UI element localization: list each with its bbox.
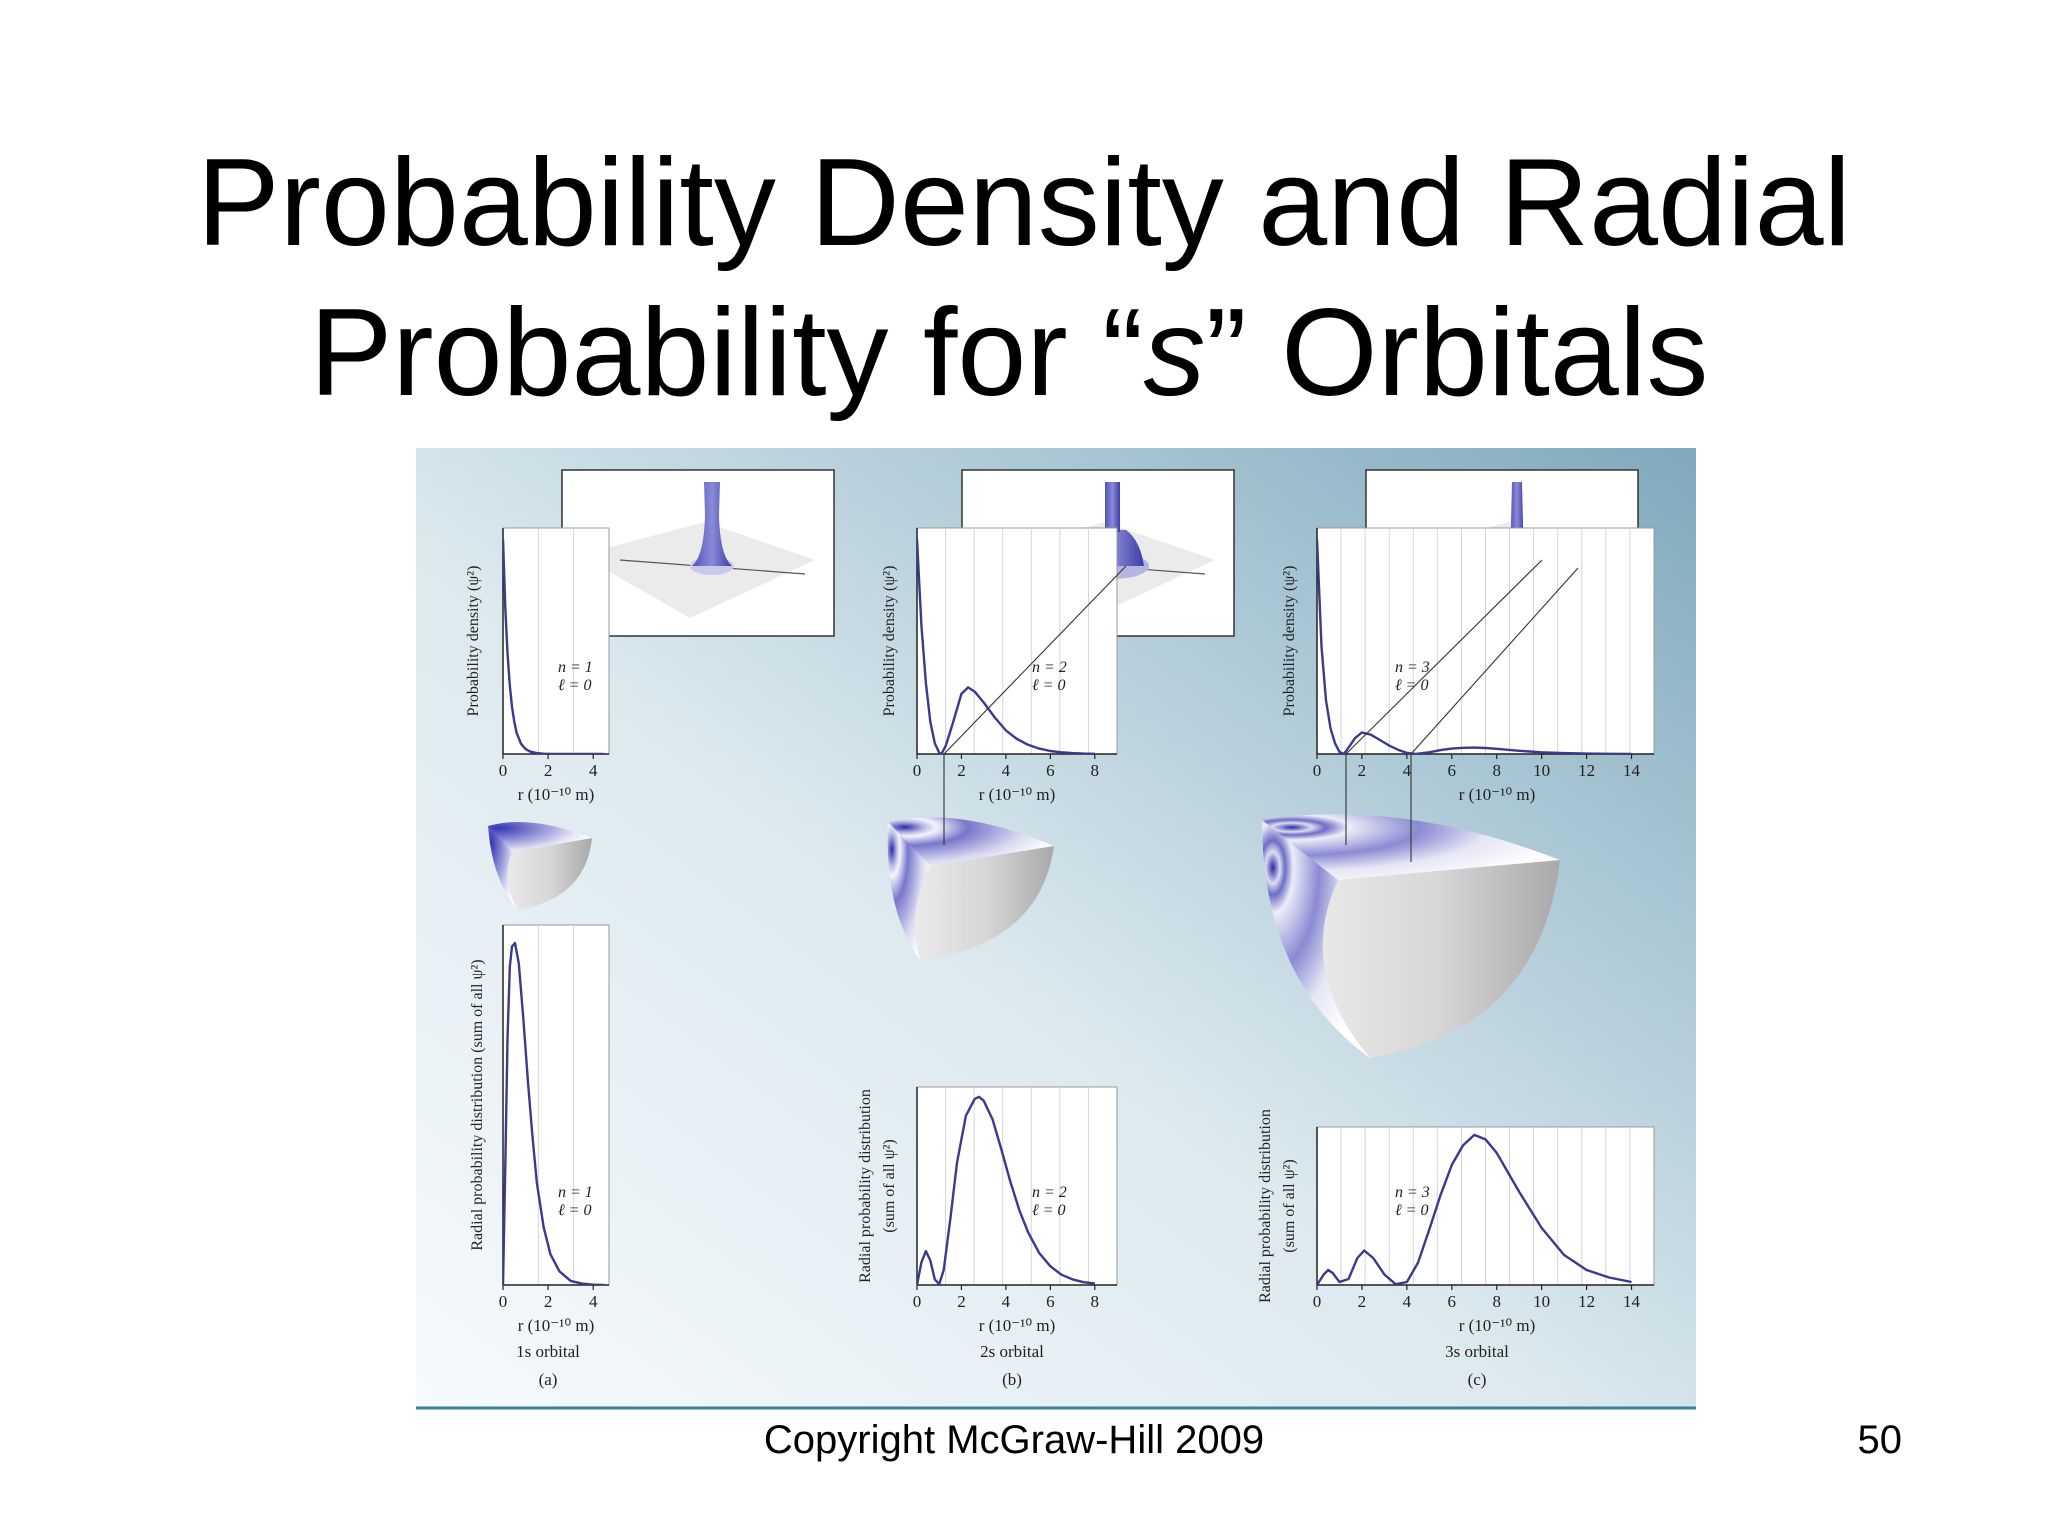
x-axis-label: r (10⁻¹⁰ m) (1459, 785, 1536, 804)
copyright-notice: Copyright McGraw-Hill 2009 (763, 1418, 1265, 1462)
x-tick-label: 4 (589, 761, 598, 780)
series-annotation: n = 2 (1032, 1184, 1067, 1201)
x-tick-label: 14 (1623, 1292, 1641, 1311)
y-axis-label: Probability density (ψ²) (1281, 566, 1298, 717)
panel-label: (a) (539, 1370, 558, 1389)
series-annotation: n = 2 (1032, 659, 1067, 676)
series-annotation: ℓ = 0 (558, 1202, 591, 1219)
x-tick-label: 0 (499, 761, 508, 780)
title-line-1: Probability Density and Radial (196, 134, 1852, 272)
x-tick-label: 6 (1448, 761, 1457, 780)
y-axis-label: Radial probability distribution (1257, 1109, 1274, 1303)
x-tick-label: 12 (1578, 761, 1595, 780)
x-tick-label: 0 (913, 761, 922, 780)
series-line (917, 1095, 1095, 1285)
x-tick-label: 0 (1313, 761, 1322, 780)
x-tick-label: 2 (957, 761, 966, 780)
chart-1s-radial: 0 2 4 r (10⁻¹⁰ m) Radial probability distrib… (469, 924, 610, 1389)
x-tick-label: 6 (1046, 761, 1055, 780)
x-axis-label: r (10⁻¹⁰ m) (1459, 1316, 1536, 1335)
x-tick-label: 0 (1313, 1292, 1322, 1311)
series-line (503, 941, 605, 1285)
series-annotation: n = 1 (558, 1184, 593, 1201)
series-annotation: ℓ = 0 (1032, 1202, 1065, 1219)
plot-area (502, 527, 610, 755)
series-annotation: n = 3 (1395, 659, 1430, 676)
series-annotation: ℓ = 0 (1032, 677, 1065, 694)
x-tick-label: 0 (913, 1292, 922, 1311)
x-tick-label: 4 (1002, 1292, 1011, 1311)
charts-layer: 0 2 4 r (10⁻¹⁰ m) Probability density (ψ²) n … (465, 527, 1655, 1389)
plot-area (916, 1086, 1118, 1286)
series-line (1317, 539, 1632, 754)
panel-label: (b) (1002, 1370, 1022, 1389)
slide-title: Probability Density and Radial Probabili… (0, 128, 2048, 428)
series-annotation: ℓ = 0 (558, 677, 591, 694)
connector-line (943, 565, 1127, 755)
sphere-2s (887, 817, 1054, 960)
x-tick-label: 2 (544, 1292, 553, 1311)
y-axis-label-line-2: (sum of all ψ²) (1281, 1159, 1298, 1252)
x-tick-label: 4 (1403, 1292, 1412, 1311)
x-tick-label: 10 (1533, 1292, 1550, 1311)
x-axis-label: r (10⁻¹⁰ m) (979, 1316, 1056, 1335)
series-annotation: n = 1 (558, 659, 593, 676)
sphere-1s (488, 822, 592, 910)
x-tick-label: 0 (499, 1292, 508, 1311)
x-axis-label: r (10⁻¹⁰ m) (518, 785, 595, 804)
x-tick-label: 8 (1091, 761, 1100, 780)
series-line (917, 539, 1095, 754)
x-tick-label: 8 (1091, 1292, 1100, 1311)
x-tick-label: 4 (1403, 761, 1412, 780)
chart-2s-density: 0 2 4 6 8 r (10⁻¹⁰ m) Probability density (ψ²)… (881, 527, 1118, 804)
series-line (503, 539, 605, 754)
series-annotation: ℓ = 0 (1395, 677, 1428, 694)
title-line-2-part-b: ” Orbitals (1205, 284, 1709, 422)
x-tick-label: 6 (1046, 1292, 1055, 1311)
orbital-caption: 2s orbital (980, 1342, 1044, 1361)
x-tick-label: 14 (1623, 761, 1641, 780)
x-tick-label: 10 (1533, 761, 1550, 780)
title-line-2-part-a: Probability for “ (309, 284, 1144, 422)
connector-line (1345, 559, 1543, 755)
chart-1s-density: 0 2 4 r (10⁻¹⁰ m) Probability density (ψ²) n … (465, 527, 610, 804)
panel-label: (c) (1468, 1370, 1487, 1389)
x-tick-label: 8 (1492, 761, 1501, 780)
y-axis-label: Radial probability distribution (857, 1089, 874, 1283)
y-axis-label: Probability density (ψ²) (881, 566, 898, 717)
y-axis-label-line-2: (sum of all ψ²) (881, 1139, 898, 1232)
x-tick-label: 6 (1448, 1292, 1457, 1311)
title-line-2: Probability for “s” Orbitals (0, 278, 2048, 428)
x-axis-label: r (10⁻¹⁰ m) (518, 1316, 595, 1335)
x-tick-label: 2 (957, 1292, 966, 1311)
x-tick-label: 2 (544, 761, 553, 780)
chart-3s-density: 0 2 4 6 8 10 12 14 r (10⁻¹⁰ m) Probability densit… (1281, 527, 1655, 804)
chart-3s-radial: 0 2 4 6 8 10 12 14 r (10⁻¹⁰ m) Radial probability… (1257, 1109, 1655, 1389)
series-annotation: n = 3 (1395, 1184, 1430, 1201)
x-tick-label: 12 (1578, 1292, 1595, 1311)
x-tick-label: 2 (1358, 761, 1367, 780)
connector-line (1410, 567, 1579, 755)
orbital-caption: 3s orbital (1445, 1342, 1509, 1361)
series-line (1317, 1133, 1632, 1285)
plot-area (916, 527, 1118, 755)
connector-lines (943, 559, 1579, 862)
chart-2s-radial: 0 2 4 6 8 r (10⁻¹⁰ m) Radial probability distr… (857, 1086, 1118, 1389)
x-axis-label: r (10⁻¹⁰ m) (979, 785, 1056, 804)
orbital-caption: 1s orbital (516, 1342, 580, 1361)
page-number: 50 (1857, 1418, 1903, 1462)
x-tick-label: 8 (1492, 1292, 1501, 1311)
x-tick-label: 4 (589, 1292, 598, 1311)
x-tick-label: 2 (1358, 1292, 1367, 1311)
title-line-2-italic-s: s (1143, 284, 1206, 422)
x-tick-label: 4 (1002, 761, 1011, 780)
y-axis-label: Probability density (ψ²) (465, 566, 482, 717)
y-axis-label: Radial probability distribution (sum of … (469, 959, 486, 1250)
series-annotation: ℓ = 0 (1395, 1202, 1428, 1219)
